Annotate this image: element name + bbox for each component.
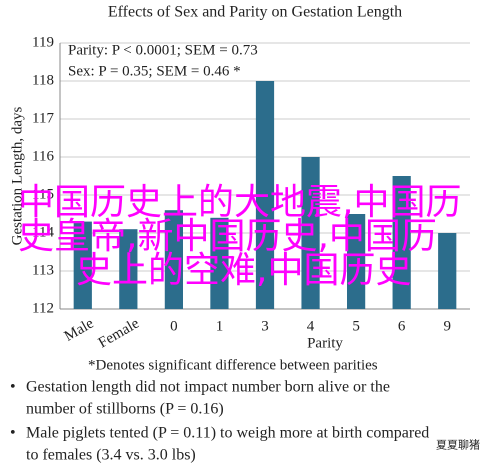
chart-title: Effects of Sex and Parity on Gestation L…: [108, 4, 402, 21]
bar: [347, 214, 366, 309]
overlay-text: 史皇帝,新中国历史,中国历: [18, 216, 437, 257]
annotation: Parity: P < 0.0001; SEM = 0.73: [68, 42, 258, 58]
bullet-text: Male piglets tented (P = 0.11) to weigh …: [26, 425, 429, 442]
overlay-text: 中国历史上的大地震,中国历: [18, 182, 461, 223]
bar: [301, 157, 320, 309]
y-tick-label: 112: [32, 300, 54, 316]
bar: [210, 217, 229, 309]
watermark: 夏夏聊猪: [436, 438, 480, 452]
x-tick-label: 1: [216, 318, 224, 334]
x-axis-label: Parity: [307, 335, 343, 351]
bar: [164, 210, 183, 309]
y-tick-label: 119: [32, 34, 54, 50]
y-axis-label: Gestation Length, days: [9, 106, 25, 245]
bullet-text: to females (3.4 vs. 3.0 lbs): [26, 447, 196, 464]
bullet-text: number of stillborns (P = 0.16): [26, 401, 224, 418]
y-tick-label: 116: [32, 148, 54, 164]
x-tick-label: 3: [261, 318, 269, 334]
bar: [392, 176, 411, 309]
annotation: Sex: P = 0.35; SEM = 0.46 *: [68, 63, 241, 79]
y-tick-label: 113: [32, 262, 54, 278]
footnote: *Denotes significant difference between …: [88, 357, 378, 373]
x-tick-label: 0: [170, 318, 178, 334]
x-tick-label: 6: [398, 318, 406, 334]
bar: [438, 233, 457, 309]
y-tick-label: 117: [32, 110, 54, 126]
x-tick-label: 5: [352, 318, 360, 334]
x-tick-label: 9: [443, 318, 451, 334]
y-tick-label: 115: [32, 186, 54, 202]
bullet-dot: •: [10, 425, 16, 442]
y-tick-label: 118: [32, 72, 54, 88]
bar: [255, 81, 275, 309]
bullet-text: Gestation length did not impact number b…: [26, 379, 390, 396]
y-tick-label: 114: [32, 224, 54, 240]
overlay-text: 史上的空难,中国历史: [76, 250, 411, 291]
x-tick-label: 4: [307, 318, 315, 334]
bar: [119, 229, 138, 309]
x-tick-label: Female: [96, 315, 143, 351]
bar: [73, 221, 92, 309]
x-tick-label: Male: [62, 315, 97, 344]
bullet-dot: •: [10, 379, 16, 396]
